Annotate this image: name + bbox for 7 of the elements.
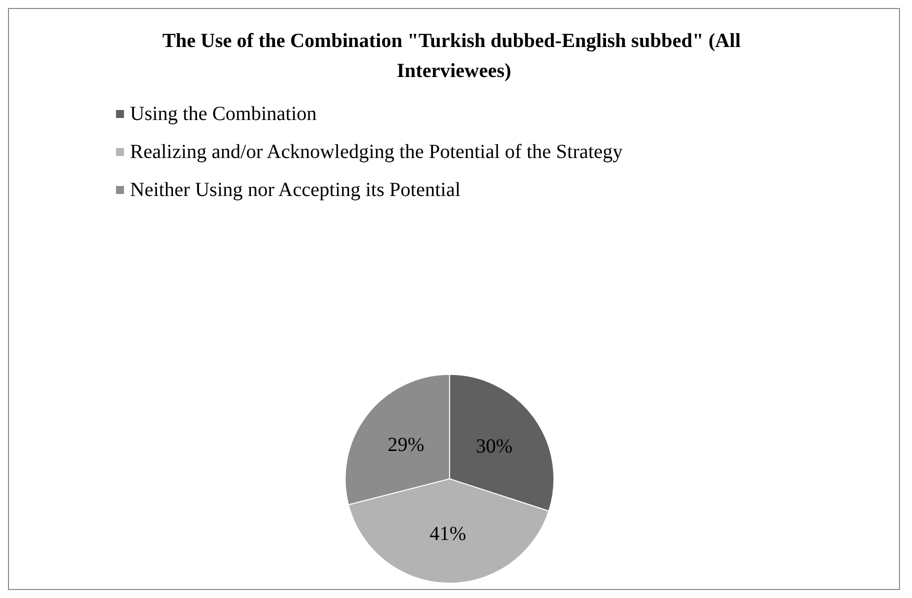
data-label: 41% bbox=[429, 522, 466, 545]
legend-label: Using the Combination bbox=[130, 103, 317, 125]
data-label: 29% bbox=[388, 434, 424, 456]
data-label: 30% bbox=[476, 435, 513, 458]
chart-title: The Use of the Combination "Turkish dubbed-English subbed" (All Interviewees) bbox=[162, 30, 746, 82]
legend-label: Neither Using nor Accepting its Potential bbox=[130, 179, 461, 201]
legend-label: Realizing and/or Acknowledging the Potential of the Strategy bbox=[130, 141, 623, 163]
